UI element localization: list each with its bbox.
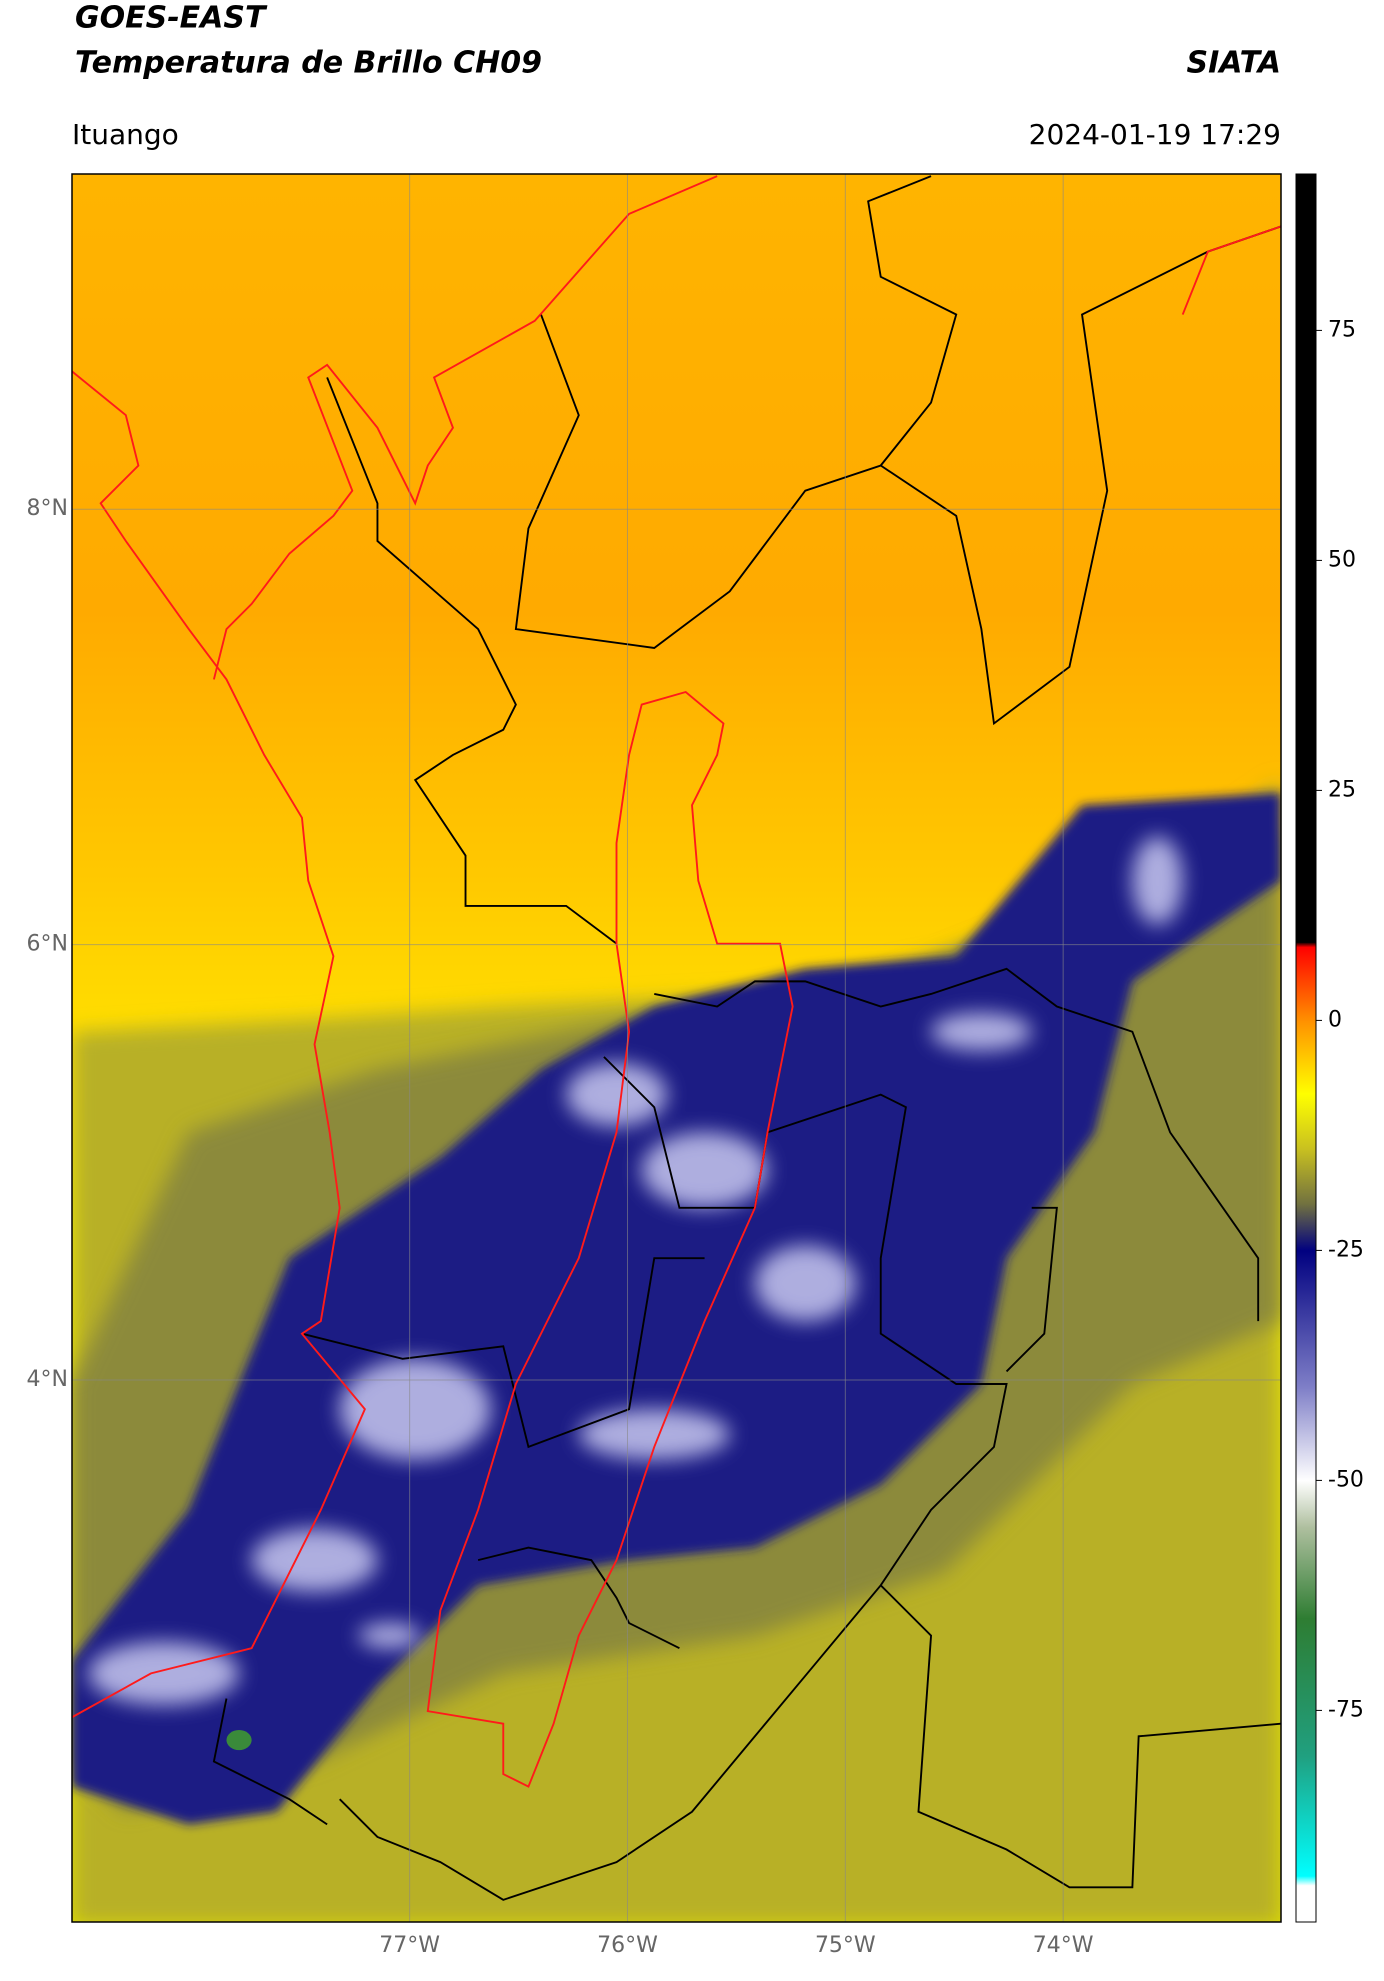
colorbar-segment: [1296, 1480, 1316, 1527]
colorbar-segment: [1296, 174, 1316, 943]
lon-tick-label: 76°W: [597, 1933, 658, 1958]
colorbar-tick-label: 75: [1328, 317, 1356, 342]
colorbar: 75 50 25 0 -25 -50 -75: [1295, 173, 1364, 1923]
timestamp: 2024-01-19 17:29: [1029, 118, 1281, 151]
graticule: [72, 174, 1281, 1922]
organization: SIATA: [1187, 46, 1281, 81]
colorbar-segment: [1296, 1756, 1316, 1877]
colorbar-tick-label: -75: [1328, 1697, 1364, 1722]
colorbar-segment: [1296, 1876, 1316, 1886]
colorbar-tick-label: -50: [1328, 1467, 1364, 1492]
cloud-field: [72, 175, 1281, 1922]
lon-tick-label: 75°W: [815, 1933, 876, 1958]
colorbar-segment: [1296, 946, 1316, 1021]
lon-tick-label: 74°W: [1033, 1933, 1094, 1958]
lat-tick-label: 4°N: [27, 1367, 68, 1392]
lat-tick-label: 6°N: [27, 932, 68, 957]
colorbar-segment: [1296, 1618, 1316, 1757]
colorbar-segment: [1296, 1094, 1316, 1150]
colorbar-tick-label: -25: [1328, 1237, 1364, 1262]
map-frame: [71, 173, 1282, 1923]
colorbar-tick-label: 0: [1328, 1007, 1342, 1032]
cold-cloud-tops: [88, 836, 1183, 1705]
colorbar-tick-label: 25: [1328, 777, 1356, 802]
lon-tick-label: 77°W: [379, 1933, 440, 1958]
colorbar-tick-label: 50: [1328, 547, 1356, 572]
colorbar-frame: [1295, 173, 1317, 1923]
map: [72, 174, 1281, 1922]
colorbar-segment: [1296, 1204, 1316, 1251]
satellite-title: GOES-EAST: [75, 1, 268, 36]
product-title: Temperatura de Brillo CH09: [75, 46, 542, 81]
colorbar-segment: [1296, 1020, 1316, 1095]
colorbar-segment: [1296, 1149, 1316, 1205]
colorbar-segment: [1296, 942, 1316, 948]
colorbar-segment: [1296, 1388, 1316, 1481]
lat-tick-label: 8°N: [27, 496, 68, 521]
coastline-and-basin: [72, 175, 1281, 1788]
colorbar-segment: [1296, 1885, 1316, 1923]
colorbar-segment: [1296, 1250, 1316, 1389]
coldest-spot: [226, 1729, 252, 1751]
colorbar-segment: [1296, 1526, 1316, 1619]
location: Ituango: [72, 118, 179, 151]
